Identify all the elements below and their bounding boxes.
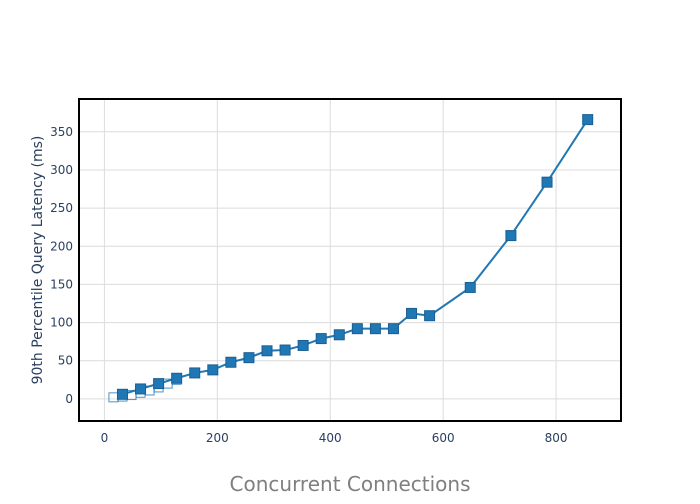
data-point <box>387 323 399 335</box>
x-tick-label: 800 <box>545 431 568 445</box>
data-point <box>225 356 237 368</box>
y-tick-label: 200 <box>50 239 73 253</box>
plot-area-frame <box>78 98 622 422</box>
data-point <box>351 323 363 335</box>
tick-labels: 0 50 100 150 200 250 300 350 0 200 400 600 800 <box>50 125 567 445</box>
y-tick-label: 150 <box>50 277 73 291</box>
grid-lines <box>79 99 621 421</box>
data-point <box>369 323 381 335</box>
data-point <box>243 352 255 364</box>
data-point <box>189 367 201 379</box>
data-point <box>135 383 147 395</box>
x-axis-title: Concurrent Connections <box>230 472 471 496</box>
data-point <box>406 307 418 319</box>
data-point <box>582 114 594 126</box>
x-tick-label: 200 <box>206 431 229 445</box>
data-point <box>108 392 119 403</box>
y-tick-label: 300 <box>50 163 73 177</box>
y-tick-label: 350 <box>50 125 73 139</box>
series-1 <box>116 114 594 400</box>
data-point <box>464 281 476 293</box>
x-tick-label: 0 <box>101 431 109 445</box>
y-axis-title: 90th Percentile Query Latency (ms) <box>30 136 46 385</box>
x-tick-label: 600 <box>432 431 455 445</box>
data-point <box>207 364 219 376</box>
data-point <box>424 310 436 322</box>
y-tick-label: 0 <box>65 392 73 406</box>
data-point <box>297 339 309 351</box>
data-point <box>541 176 553 188</box>
series-line <box>122 119 589 396</box>
data-series <box>108 114 594 403</box>
data-point <box>315 333 327 345</box>
data-point <box>333 329 345 341</box>
data-point <box>261 345 273 357</box>
data-point <box>171 372 183 384</box>
y-tick-label: 100 <box>50 316 73 330</box>
x-tick-label: 400 <box>319 431 342 445</box>
data-point <box>505 230 517 242</box>
data-point <box>153 378 165 390</box>
y-tick-label: 250 <box>50 201 73 215</box>
data-point <box>116 388 128 400</box>
y-tick-label: 50 <box>58 354 73 368</box>
data-point <box>279 344 291 356</box>
